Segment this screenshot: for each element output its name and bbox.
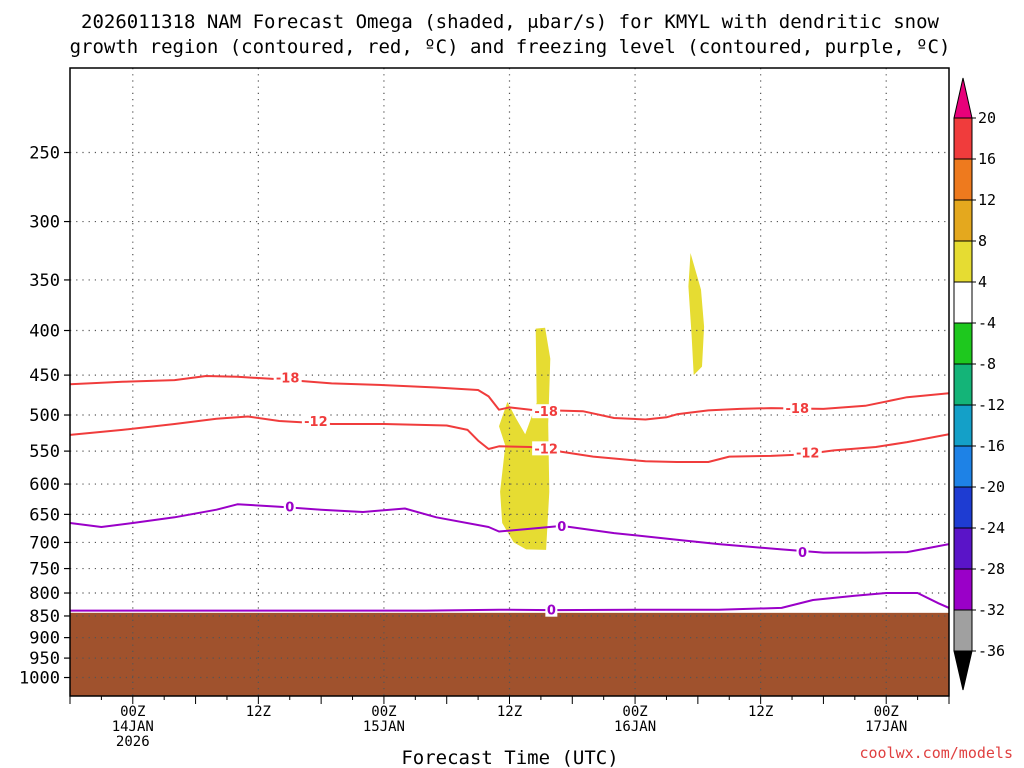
x-tick-label-6-2: 14JAN xyxy=(112,719,154,735)
colorbar-label-1: 16 xyxy=(978,150,996,168)
x-tick-label-54-2: 16JAN xyxy=(614,719,656,735)
dgz-minus12-label-bg-2 xyxy=(793,445,822,460)
x-tick-label-42-1: 12Z xyxy=(497,704,522,720)
colorbar-segment-5 xyxy=(953,281,973,324)
freezing-level-0-label-0: 0 xyxy=(285,501,294,516)
contour-layer: -18 -18 -18 -12 -12 -12 0 0 0 0 xyxy=(70,370,949,619)
y-tick-label-600: 600 xyxy=(29,475,60,495)
colorbar-top-arrow xyxy=(953,77,973,119)
colorbar-segment-9 xyxy=(953,445,973,488)
terrain-layer xyxy=(70,612,949,696)
colorbar-segment-13 xyxy=(953,609,973,652)
y-tick-label-900: 900 xyxy=(29,629,60,649)
colorbar-label-4: 4 xyxy=(978,273,987,291)
colorbar-label-10: -24 xyxy=(978,519,1005,537)
colorbar-label-2: 12 xyxy=(978,191,996,209)
freezing-level-0-low-label-0: 0 xyxy=(547,604,556,619)
freezing-level-0-label-2: 0 xyxy=(798,546,807,561)
dgz-minus12-label-2: -12 xyxy=(796,446,820,461)
y-tick-label-300: 300 xyxy=(29,213,60,233)
plot-background xyxy=(70,68,949,696)
colorbar-segment-1 xyxy=(953,117,973,160)
y-tick-label-650: 650 xyxy=(29,505,60,525)
x-tick-label-6-3: 2026 xyxy=(116,734,150,750)
colorbar-label-3: 8 xyxy=(978,232,987,250)
colorbar-segment-11 xyxy=(953,527,973,570)
dgz-minus18-label-2: -18 xyxy=(786,402,810,417)
freezing-level-0-label-1: 0 xyxy=(557,520,566,535)
watermark: coolwx.com/models xyxy=(859,744,1013,762)
freezing-level-0-low-line xyxy=(70,592,949,612)
colorbar-segment-8 xyxy=(953,404,973,447)
colorbar-label-6: -8 xyxy=(978,355,996,373)
colorbar: 20 16 12 8 4 -4 -8 -12 -16 -20 -24 -28 -32 -36 xyxy=(953,77,1005,691)
colorbar-label-13: -36 xyxy=(978,642,1005,660)
x-tick-label-78-2: 17JAN xyxy=(865,719,907,735)
y-tick-label-700: 700 xyxy=(29,533,60,553)
title-line-1: 2026011318 NAM Forecast Omega (shaded, μ… xyxy=(81,11,939,33)
dgz-minus18-label-bg-1 xyxy=(532,404,561,419)
y-tick-label-850: 850 xyxy=(29,607,60,627)
dgz-minus12-label-1: -12 xyxy=(534,442,558,457)
x-tick-label-30-1: 00Z xyxy=(371,704,396,720)
freezing-level-0-label-bg-1 xyxy=(555,518,568,533)
y-axis: 2503003504004505005506006507007508008509… xyxy=(19,144,70,689)
y-tick-label-350: 350 xyxy=(29,271,60,291)
y-tick-label-800: 800 xyxy=(29,584,60,604)
omega-region-b xyxy=(688,253,705,376)
freezing-level-0-low-label-bg-0 xyxy=(545,602,558,617)
colorbar-segment-4 xyxy=(953,240,973,283)
colorbar-label-8: -16 xyxy=(978,437,1005,455)
x-tick-label-54-1: 00Z xyxy=(622,704,647,720)
x-tick-label-18-1: 12Z xyxy=(246,704,271,720)
dgz-minus12-label-0: -12 xyxy=(304,415,328,430)
dgz-minus18-label-bg-2 xyxy=(783,401,812,416)
colorbar-label-0: 20 xyxy=(978,109,996,127)
colorbar-segment-7 xyxy=(953,363,973,406)
y-tick-label-1000: 1000 xyxy=(19,669,60,689)
freezing-level-0-label-bg-0 xyxy=(283,499,296,514)
freezing-level-0-line xyxy=(70,503,949,554)
y-tick-label-450: 450 xyxy=(29,366,60,386)
dgz-minus12-label-bg-0 xyxy=(301,414,330,429)
colorbar-label-11: -28 xyxy=(978,560,1005,578)
dgz-minus18-label-0: -18 xyxy=(276,372,300,387)
title-line-2: growth region (contoured, red, ºC) and f… xyxy=(70,36,951,58)
colorbar-segment-3 xyxy=(953,199,973,242)
colorbar-segment-10 xyxy=(953,486,973,529)
x-tick-label-78-1: 00Z xyxy=(874,704,899,720)
omega-region-a xyxy=(499,327,551,550)
omega-shading-layer xyxy=(499,253,705,550)
colorbar-segment-6 xyxy=(953,322,973,365)
y-tick-label-550: 550 xyxy=(29,442,60,462)
colorbar-segment-2 xyxy=(953,158,973,201)
x-tick-label-66-1: 12Z xyxy=(748,704,773,720)
dgz-minus12-label-bg-1 xyxy=(532,441,561,456)
grid-layer xyxy=(70,68,949,696)
colorbar-label-7: -12 xyxy=(978,396,1005,414)
dgz-minus18-line xyxy=(70,375,949,421)
colorbar-label-12: -32 xyxy=(978,601,1005,619)
x-axis-title: Forecast Time (UTC) xyxy=(401,747,618,768)
y-tick-label-250: 250 xyxy=(29,144,60,164)
colorbar-segment-12 xyxy=(953,568,973,611)
x-tick-label-6-1: 00Z xyxy=(120,704,145,720)
x-tick-label-30-2: 15JAN xyxy=(363,719,405,735)
dgz-minus18-label-bg-0 xyxy=(273,370,302,385)
plot-area: -18 -18 -18 -12 -12 -12 0 0 0 0 xyxy=(69,67,950,697)
colorbar-bottom-arrow xyxy=(953,650,973,691)
y-tick-label-750: 750 xyxy=(29,560,60,580)
dgz-minus18-label-1: -18 xyxy=(534,405,558,420)
y-tick-label-400: 400 xyxy=(29,322,60,342)
colorbar-label-9: -20 xyxy=(978,478,1005,496)
below-ground xyxy=(70,612,949,696)
y-tick-label-950: 950 xyxy=(29,649,60,669)
freezing-level-0-label-bg-2 xyxy=(796,545,809,560)
colorbar-label-5: -4 xyxy=(978,314,996,332)
y-tick-label-500: 500 xyxy=(29,406,60,426)
